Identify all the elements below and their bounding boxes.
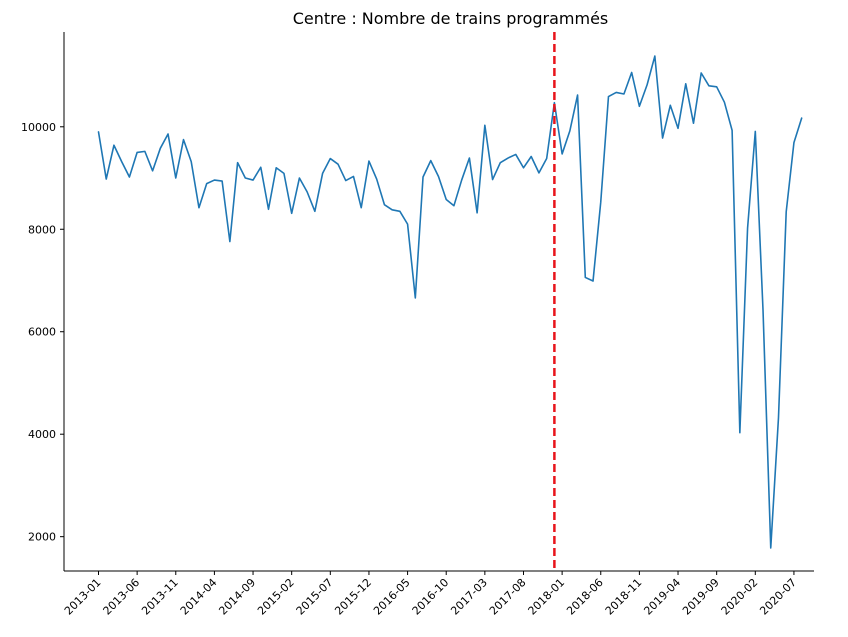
y-tick-label: 2000 (28, 531, 56, 544)
x-tick-label: 2015-12 (332, 576, 374, 618)
x-tick-label: 2020-02 (719, 576, 761, 618)
x-tick-label: 2015-07 (294, 576, 336, 618)
x-tick-label: 2017-08 (487, 576, 529, 618)
x-tick-label: 2020-07 (757, 576, 799, 618)
x-tick-label: 2013-11 (139, 576, 181, 618)
chart-title: Centre : Nombre de trains programmés (293, 9, 609, 28)
x-tick-label: 2019-09 (680, 576, 722, 618)
x-tick-label: 2017-03 (448, 576, 490, 618)
y-tick-label: 4000 (28, 428, 56, 441)
x-tick-label: 2018-01 (526, 576, 568, 618)
series-line (97, 55, 803, 549)
x-tick-label: 2013-01 (62, 576, 104, 618)
x-tick-label: 2013-06 (101, 576, 143, 618)
x-tick-label: 2016-05 (371, 576, 413, 618)
y-tick-label: 8000 (28, 223, 56, 236)
x-tick-label: 2014-04 (178, 576, 220, 618)
y-tick-label: 10000 (21, 121, 56, 134)
x-tick-label: 2014-09 (216, 576, 258, 618)
plot-area (97, 32, 803, 571)
x-tick-label: 2018-11 (603, 576, 645, 618)
ticks: 2000 4000 6000 8000 10000 2013-012013-062013-… (21, 121, 799, 618)
axes (63, 32, 814, 572)
x-tick-label: 2018-06 (564, 576, 606, 618)
x-tick-label: 2019-04 (641, 576, 683, 618)
y-tick-label: 6000 (28, 326, 56, 339)
x-tick-label: 2015-02 (255, 576, 297, 618)
x-tick-label: 2016-10 (410, 576, 452, 618)
